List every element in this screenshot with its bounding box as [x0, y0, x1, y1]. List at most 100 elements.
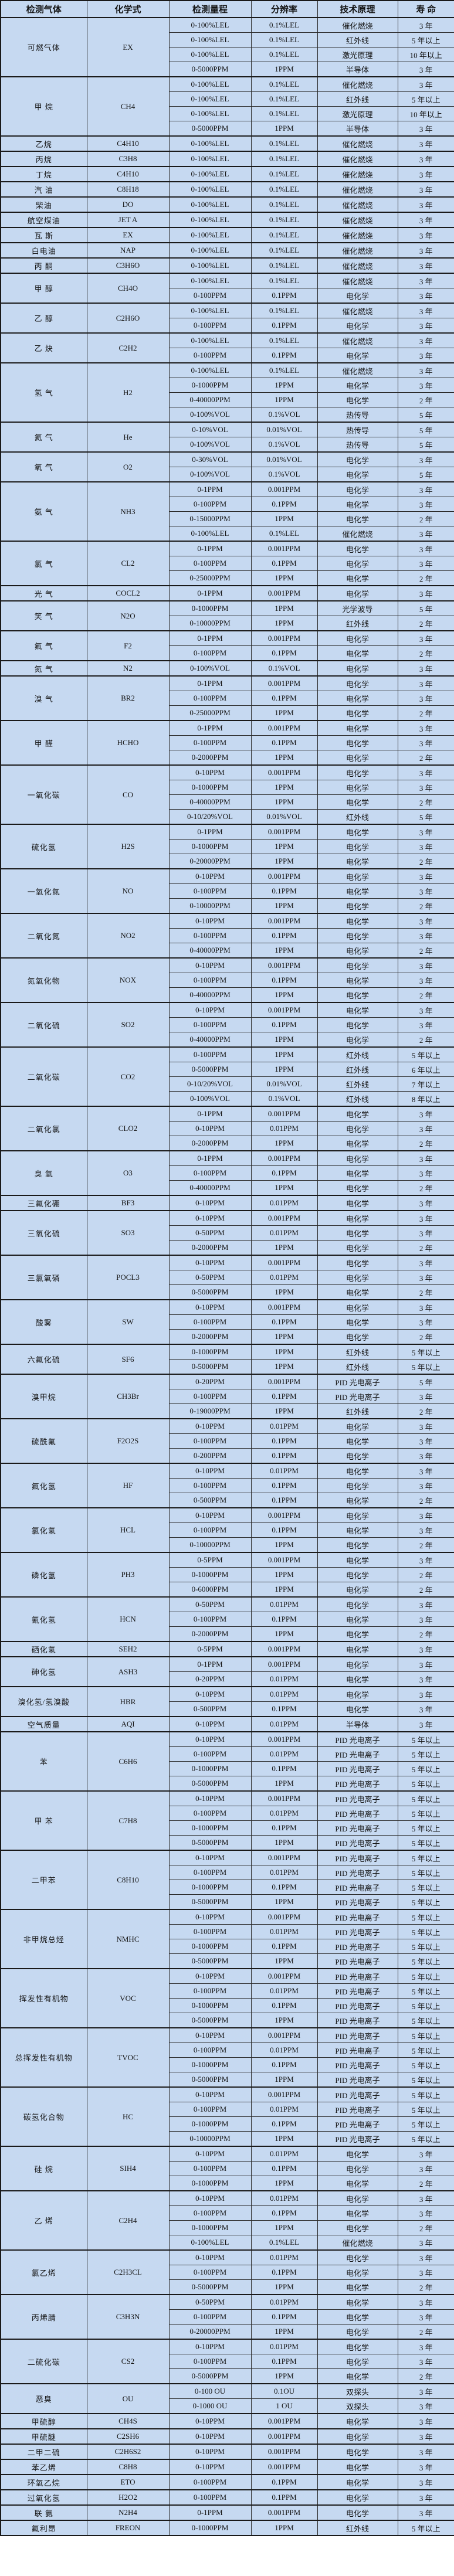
life-cell: 5 年: [397, 600, 454, 616]
life-cell: 10 年以上: [397, 106, 454, 121]
resolution-cell: 0.001PPM: [250, 481, 318, 497]
gas-name-cell: 总挥发性有机物: [0, 2027, 87, 2088]
life-cell: 3 年: [397, 1389, 454, 1404]
gas-name-cell: 白电油: [0, 242, 87, 259]
range-cell: 0-100 OU: [168, 2383, 252, 2399]
life-cell: 3 年: [397, 451, 454, 467]
range-cell: 0-19000PPM: [168, 1403, 252, 1419]
table-row: 甲硫醚 C2SH6 0-10PPM 0.001PPM 电化学 3 年: [0, 2428, 454, 2445]
resolution-cell: 0.001PPM: [250, 824, 318, 840]
resolution-cell: 0.001PPM: [250, 957, 318, 973]
formula-cell: C8H18: [86, 181, 170, 198]
range-cell: 0-50PPM: [168, 1270, 252, 1285]
range-cell: 0-10000PPM: [168, 616, 252, 631]
principle-cell: 电化学: [317, 943, 398, 959]
formula-cell: PH3: [86, 1552, 170, 1598]
principle-cell: 电化学: [317, 2176, 398, 2191]
resolution-cell: 0.1PPM: [250, 2116, 318, 2132]
principle-cell: 电化学: [317, 1002, 398, 1018]
table-row: 0-1000PPM 0.1PPM PID 光电离子 5 年以上: [1, 1761, 454, 1776]
range-cell: 0-1000PPM: [168, 1567, 252, 1582]
gas-name-cell: 氢 气: [0, 362, 87, 423]
life-cell: 3 年: [397, 257, 454, 274]
gas-name-cell: 环氧乙烷: [0, 2474, 87, 2490]
resolution-cell: 1PPM: [250, 2324, 318, 2340]
table-row: 0-100PPM 0.1PPM 电化学 3 年: [1, 556, 454, 571]
resolution-cell: 1PPM: [250, 600, 318, 616]
principle-cell: 红外线: [317, 1046, 398, 1062]
principle-cell: 催化燃烧: [317, 166, 398, 182]
header-row: 检测气体 化学式 检测量程 分辨率 技术原理 寿 命: [0, 0, 454, 18]
resolution-cell: 0.1%LEL: [250, 2235, 318, 2251]
gas-name-cell: 苯乙烯: [0, 2459, 87, 2475]
life-cell: 3 年: [397, 1002, 454, 1018]
formula-cell: POCL3: [86, 1255, 170, 1300]
gas-name-cell: 氯 气: [0, 541, 87, 586]
resolution-cell: 0.001PPM: [250, 1002, 318, 1018]
resolution-cell: 0.1PPM: [250, 556, 318, 571]
formula-cell: EX: [86, 227, 170, 243]
principle-cell: 电化学: [317, 705, 398, 721]
resolution-cell: 0.001PPM: [250, 1968, 318, 1984]
principle-cell: 电化学: [317, 585, 398, 601]
principle-cell: 电化学: [317, 511, 398, 526]
gas-name-cell: 二硫化碳: [0, 2339, 87, 2384]
table-row: 0-2000PPM 1PPM 电化学 2 年: [1, 1626, 454, 1642]
formula-cell: F2O2S: [86, 1418, 170, 1464]
resolution-cell: 0.001PPM: [250, 630, 318, 646]
table-row: 苯 C6H6 0-10PPM 0.001PPM PID 光电离子 5 年以上: [0, 1731, 454, 1792]
gas-name-cell: 二氧化氯: [0, 1106, 87, 1151]
range-cell: 0-40000PPM: [168, 392, 252, 407]
resolution-cell: 0.01PPM: [250, 1418, 318, 1434]
principle-cell: PID 光电离子: [317, 2027, 398, 2043]
gas-name-cell: 溴甲烷: [0, 1374, 87, 1419]
life-cell: 5 年以上: [397, 1776, 454, 1792]
table-row: 0-100PPM 0.01PPM PID 光电离子 5 年以上: [1, 2102, 454, 2117]
range-cell: 0-10PPM: [168, 2444, 252, 2460]
gas-name-cell: 甲 醛: [0, 720, 87, 766]
life-cell: 3 年: [397, 17, 454, 33]
table-row: 0-500PPM 0.1PPM 电化学 3 年: [1, 1701, 454, 1717]
formula-cell: BF3: [86, 1195, 170, 1211]
gas-name-cell: 苯: [0, 1731, 87, 1792]
principle-cell: PID 光电离子: [317, 1865, 398, 1880]
principle-cell: PID 光电离子: [317, 1953, 398, 1969]
resolution-cell: 1PPM: [250, 1582, 318, 1598]
gas-name-cell: 氟 气: [0, 630, 87, 661]
life-cell: 5 年: [397, 407, 454, 423]
gas-name-cell: 一氧化碳: [0, 764, 87, 825]
table-row: 0-5000PPM 1PPM 红外线 6 年以上: [1, 1062, 454, 1077]
life-cell: 5 年以上: [397, 1046, 454, 1062]
principle-cell: 电化学: [317, 451, 398, 467]
range-cell: 0-1000PPM: [168, 1761, 252, 1776]
table-row: 苯乙烯 C8H8 0-10PPM 0.001PPM 电化学 3 年: [0, 2459, 454, 2475]
header-gas: 检测气体: [0, 0, 87, 18]
principle-cell: 电化学: [317, 497, 398, 512]
principle-cell: 催化燃烧: [317, 526, 398, 542]
formula-cell: C2H3CL: [86, 2249, 170, 2295]
resolution-cell: 0.1PPM: [250, 883, 318, 899]
table-row: 0-1000PPM 0.1PPM PID 光电离子 5 年以上: [1, 2116, 454, 2132]
principle-cell: 电化学: [317, 645, 398, 661]
life-cell: 3 年: [397, 2383, 454, 2399]
formula-cell: C2H4: [86, 2190, 170, 2251]
resolution-cell: 0.1PPM: [250, 1612, 318, 1627]
gas-name-cell: 柴油: [0, 196, 87, 213]
range-cell: 0-10PPM: [168, 1686, 252, 1702]
formula-cell: SO2: [86, 1002, 170, 1048]
range-cell: 0-100%LEL: [168, 17, 252, 33]
table-row: 0-1000PPM 0.1PPM PID 光电离子 5 年以上: [1, 2057, 454, 2072]
range-cell: 0-2000PPM: [168, 1626, 252, 1642]
life-cell: 3 年: [397, 481, 454, 497]
formula-cell: CL2: [86, 541, 170, 586]
gas-name-cell: 空气质量: [0, 1716, 87, 1732]
principle-cell: 电化学: [317, 691, 398, 706]
table-row: 白电油 NAP 0-100%LEL 0.1%LEL 催化燃烧 3 年: [0, 242, 454, 259]
table-row: 三氯氧磷 POCL3 0-10PPM 0.001PPM 电化学 3 年: [0, 1255, 454, 1300]
resolution-cell: 0.01PPM: [250, 1983, 318, 1999]
principle-cell: 电化学: [317, 824, 398, 840]
gas-name-cell: 非甲烷总烃: [0, 1909, 87, 1969]
range-cell: 0-100PPM: [168, 691, 252, 706]
resolution-cell: 0.001PPM: [250, 541, 318, 556]
table-row: 0-100%VOL 0.1%VOL 热传导 5 年: [1, 407, 454, 423]
